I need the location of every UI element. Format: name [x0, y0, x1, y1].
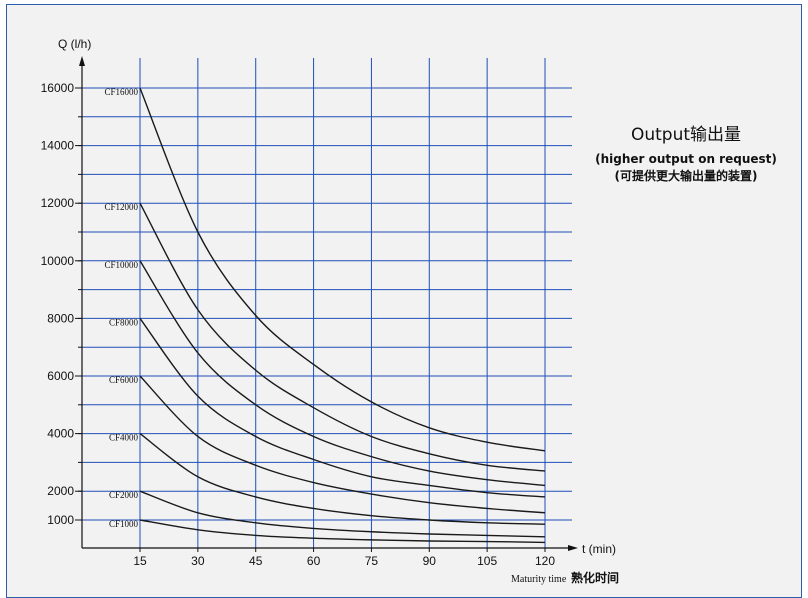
y-tick-label: 4000: [47, 427, 74, 441]
curves: [139, 87, 546, 544]
annotation-title: Output输出量: [631, 125, 741, 145]
series-line: [139, 433, 546, 525]
series-label: CF16000: [104, 87, 138, 97]
series-label: CF4000: [109, 433, 139, 443]
series-line: [139, 202, 546, 472]
y-tick-label: 8000: [47, 311, 74, 325]
series-line: [139, 87, 546, 452]
annotation-line2: (可提供更大输出量的装置): [615, 168, 758, 183]
series-label: CF8000: [109, 317, 139, 327]
y-tick-label: 12000: [41, 196, 75, 210]
series-line: [139, 317, 546, 498]
series-line: [139, 260, 546, 487]
y-tick-label: 14000: [41, 139, 75, 153]
y-tick-label: 2000: [47, 484, 74, 498]
x-tick-label: 120: [535, 554, 555, 568]
x-tick-label: 90: [423, 554, 437, 568]
y-tick-label: 16000: [41, 81, 75, 95]
x-tick-label: 15: [133, 554, 147, 568]
annotation-line1: (higher output on request): [595, 152, 777, 166]
y-axis-arrow: [79, 56, 85, 66]
x-footer-english: Maturity time: [511, 574, 567, 585]
y-tick-label: 6000: [47, 369, 74, 383]
x-tick-label: 105: [477, 554, 497, 568]
series-label: CF1000: [109, 519, 139, 529]
x-tick-label: 60: [307, 554, 321, 568]
labels: 1000 2000 4000 6000 8000 10000 12000 14000 16000…: [41, 81, 556, 568]
series-line: [139, 519, 546, 544]
series-label: CF10000: [104, 260, 138, 270]
series-label: CF12000: [104, 202, 138, 212]
y-tick-label: 10000: [41, 254, 75, 268]
series-label: CF2000: [109, 490, 139, 500]
axes: [75, 56, 578, 552]
grid: [82, 58, 572, 548]
x-tick-label: 45: [249, 554, 263, 568]
series-line: [139, 375, 546, 514]
y-tick-label: 1000: [47, 513, 74, 527]
x-axis-title: t (min): [582, 542, 616, 556]
x-tick-label: 30: [191, 554, 205, 568]
x-axis-arrow: [568, 545, 578, 551]
series-label: CF6000: [109, 375, 139, 385]
x-footer-chinese: 熟化时间: [571, 570, 619, 585]
x-tick-label: 75: [365, 554, 379, 568]
y-axis-title: Q (l/h): [58, 37, 91, 51]
series-line: [139, 490, 546, 538]
